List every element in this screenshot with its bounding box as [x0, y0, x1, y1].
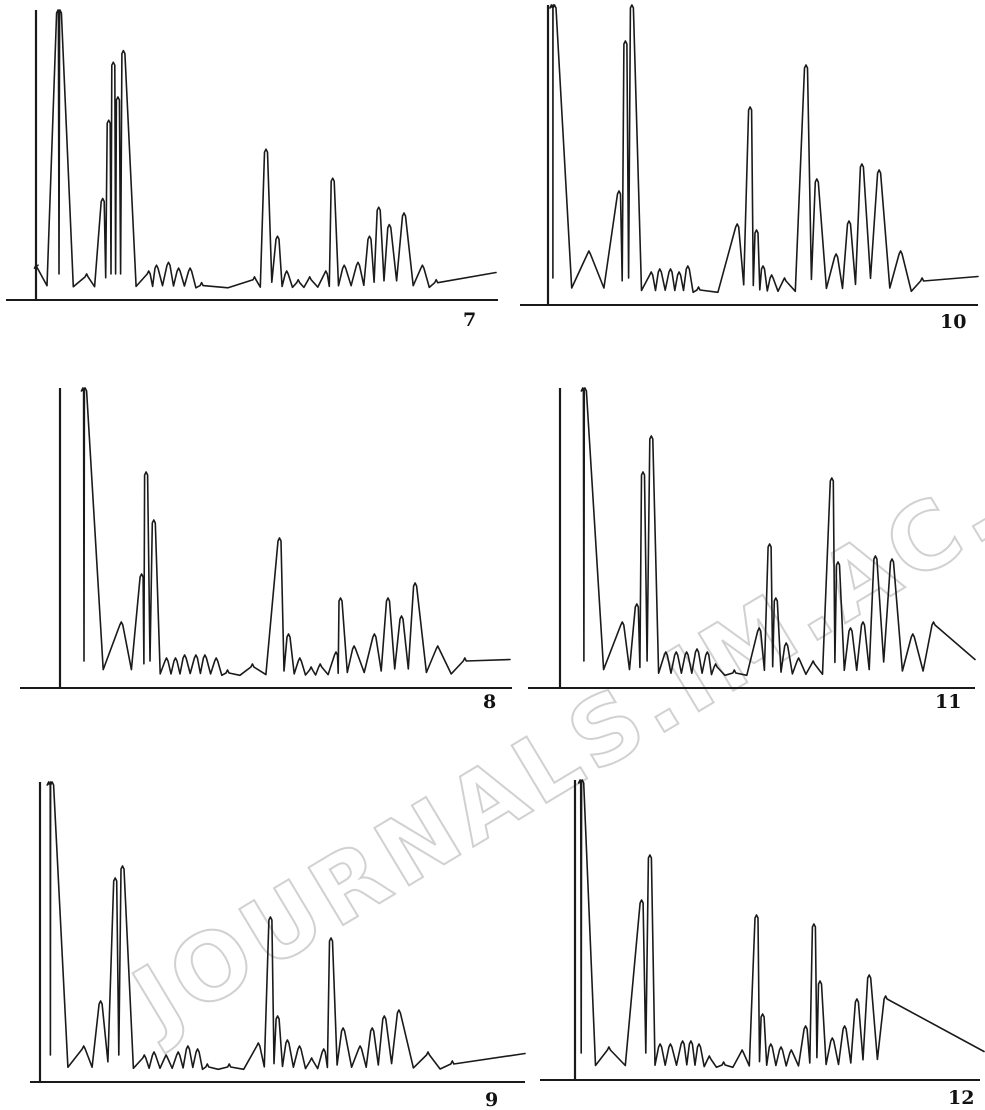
chart-panels: 7 8 9 10 11 12 — [6, 4, 985, 1110]
watermark-text: JOURNALS.IM.AC.CN — [111, 371, 985, 1057]
chromatogram-trace — [580, 387, 976, 677]
chromatogram-panel-9: 9 — [30, 781, 526, 1110]
panel-number-label: 8 — [483, 691, 496, 713]
chromatogram-panel-7: 7 — [6, 9, 498, 331]
panel-number-label: 9 — [485, 1089, 498, 1110]
chromatogram-trace — [549, 4, 979, 294]
chromatogram-panel-12: 12 — [540, 779, 985, 1109]
panel-number-label: 10 — [940, 311, 966, 333]
chromatogram-trace — [33, 9, 497, 289]
chromatogram-panel-11: 11 — [528, 387, 976, 713]
chromatogram-trace — [577, 779, 985, 1069]
panel-number-label: 12 — [948, 1087, 974, 1109]
chromatogram-panel-10: 10 — [520, 4, 979, 333]
panel-number-label: 7 — [463, 309, 476, 331]
chromatogram-panel-8: 8 — [20, 387, 512, 713]
chromatogram-trace — [80, 387, 511, 677]
panel-number-label: 11 — [935, 691, 961, 713]
chromatogram-trace — [46, 781, 526, 1071]
